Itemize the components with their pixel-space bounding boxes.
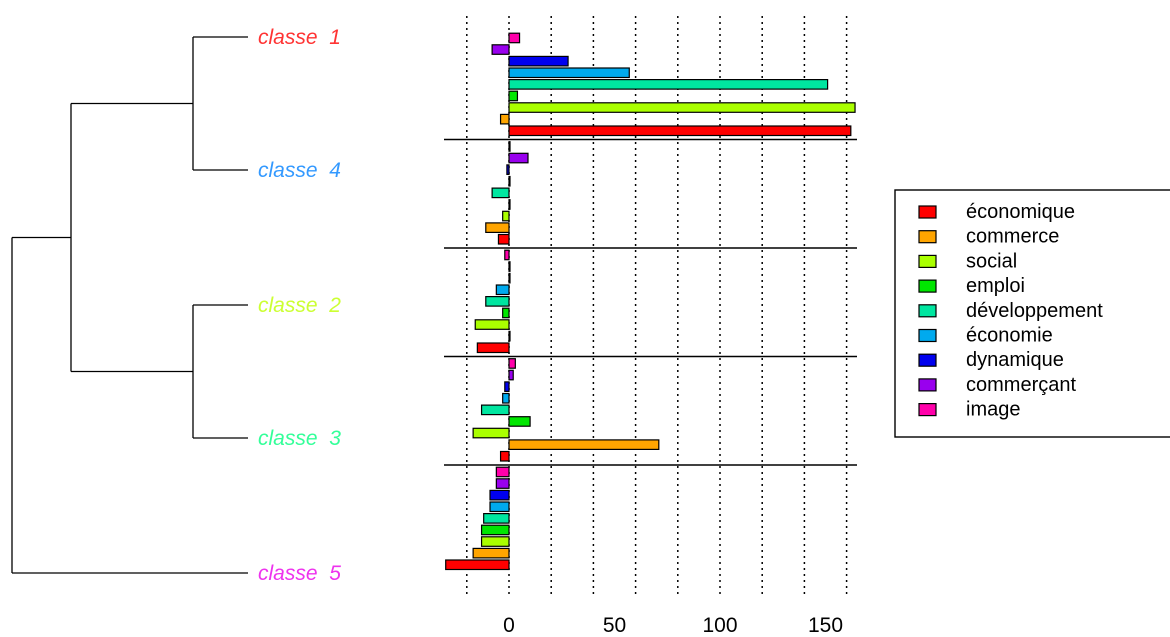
legend-label-8: commerçant (966, 374, 1076, 396)
bar-class3-series9 (504, 249, 510, 261)
bar-class3-series1 (476, 342, 510, 354)
bar-class4-series7 (504, 381, 510, 392)
x-tick-label-1: 50 (603, 614, 626, 637)
legend-label-4: emploi (966, 275, 1025, 297)
bar-class5-series8 (495, 478, 510, 489)
x-tick-label-0: 0 (503, 614, 515, 637)
bar-class3-series3 (474, 319, 510, 330)
bar-class1-series6 (508, 67, 630, 79)
bar-class5-series4 (480, 524, 510, 536)
bar-class4-series5 (480, 404, 510, 416)
bar-class2-series2 (485, 222, 510, 233)
legend-label-3: social (966, 250, 1017, 272)
bar-class4-series4 (508, 416, 531, 427)
class-label-1: classe 1 (258, 26, 341, 49)
bar-class3-series6 (495, 284, 510, 296)
class-label-4: classe 3 (258, 427, 341, 450)
bar-class5-series6 (489, 501, 510, 513)
dendrogram (11, 36, 248, 574)
bar-class2-series1 (497, 233, 510, 245)
legend-swatch-6 (918, 328, 937, 343)
x-axis-ticks: 0 50 100 150 (503, 614, 843, 637)
bar-class3-series2 (508, 330, 511, 342)
bar-class1-series5 (508, 78, 829, 90)
legend-label-2: commerce (966, 226, 1059, 248)
bar-class2-series3 (502, 210, 510, 222)
bar-class5-series5 (483, 512, 510, 524)
class-label-2: classe 4 (258, 159, 341, 182)
class-label-5: classe 5 (258, 562, 341, 585)
legend-swatch-8 (918, 378, 937, 392)
bar-class4-series9 (508, 358, 516, 369)
legend-swatch-5 (918, 304, 937, 318)
bar-class3-series5 (485, 296, 510, 307)
legend-box (894, 189, 1170, 438)
bar-class2-series7 (506, 164, 510, 175)
bar-class1-series1 (508, 125, 852, 137)
bar-class4-series3 (472, 427, 510, 439)
x-tick-label-2: 100 (702, 614, 737, 637)
bar-class1-series2 (499, 113, 510, 125)
gridlines (466, 16, 848, 598)
bar-class4-series1 (499, 450, 510, 462)
legend-swatch-1 (918, 205, 937, 219)
legend-label-9: image (966, 399, 1020, 421)
legend-label-6: économie (966, 325, 1053, 347)
bars (445, 32, 856, 571)
class-labels: classe 1 classe 4 classe 2 classe 3 classe 5 (258, 26, 341, 585)
bar-class4-series8 (508, 369, 514, 381)
bar-class5-series7 (489, 489, 510, 501)
bar-class2-series4 (508, 199, 511, 210)
bar-class3-series8 (508, 261, 511, 272)
x-tick-label-3: 150 (808, 614, 843, 637)
legend-label-7: dynamique (966, 349, 1064, 371)
bar-class1-series7 (508, 55, 569, 67)
bar-class2-series8 (508, 152, 529, 164)
bar-class3-series7 (508, 272, 511, 284)
bar-class2-series5 (491, 187, 510, 199)
bar-class5-series2 (472, 547, 510, 559)
class-label-3: classe 2 (258, 294, 341, 317)
bar-class2-series9 (508, 141, 511, 152)
bar-class1-series8 (491, 44, 510, 55)
legend-swatch-9 (918, 403, 937, 417)
legend-label-5: développement (966, 300, 1103, 322)
bar-class1-series9 (508, 32, 521, 44)
bar-class5-series1 (445, 559, 510, 571)
bar-class5-series9 (495, 466, 510, 478)
legend-swatch-2 (918, 230, 937, 244)
bar-class1-series3 (508, 102, 856, 113)
bar-class4-series6 (502, 392, 510, 404)
legend-swatch-7 (918, 353, 937, 367)
bar-class5-series3 (480, 536, 510, 547)
bar-class3-series4 (502, 307, 510, 319)
legend-label-1: économique (966, 201, 1075, 223)
legend-swatch-4 (918, 279, 937, 293)
legend-swatch-3 (918, 254, 937, 268)
bar-class2-series6 (508, 175, 511, 187)
bar-class4-series2 (508, 439, 660, 450)
bar-class1-series4 (508, 90, 519, 102)
group-separators (444, 138, 857, 466)
